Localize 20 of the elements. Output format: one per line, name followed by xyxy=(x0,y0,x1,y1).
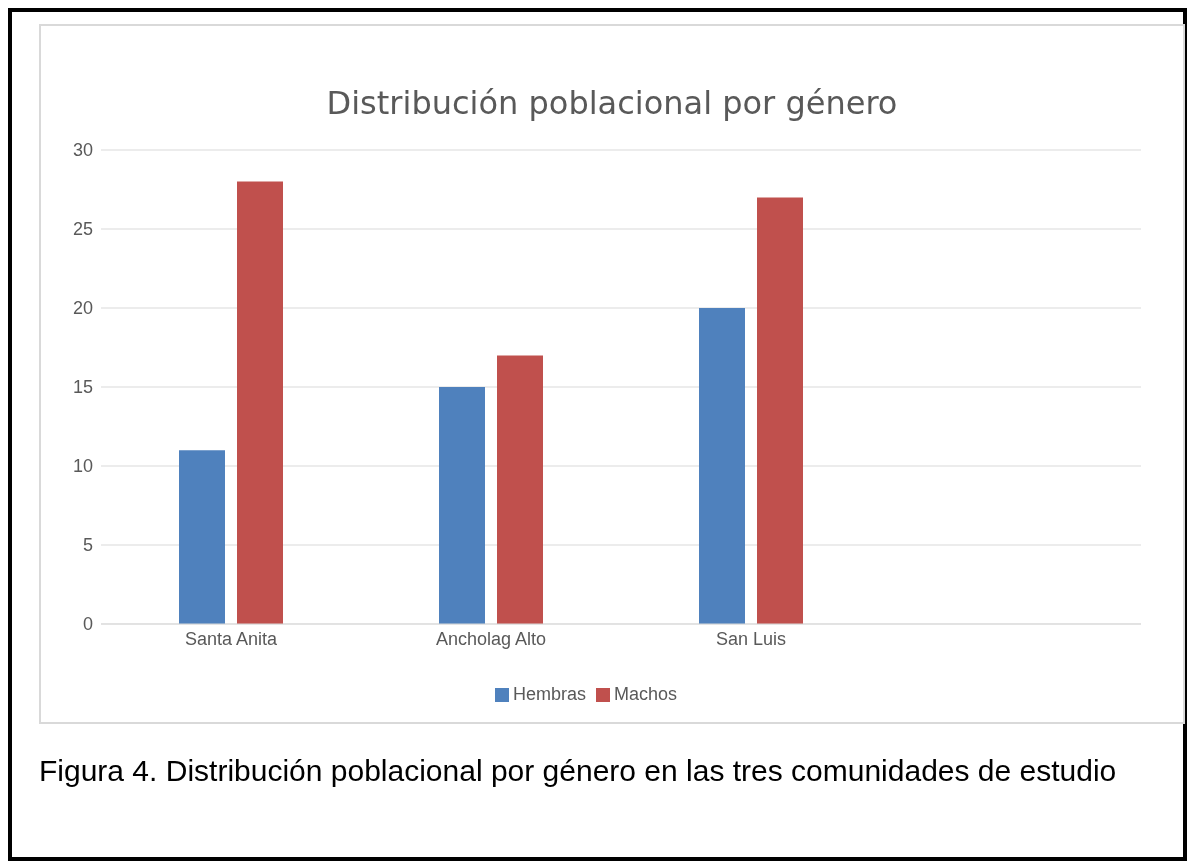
x-tick-label: Ancholag Alto xyxy=(435,628,547,649)
y-tick-label: 15 xyxy=(72,377,93,398)
bar xyxy=(497,355,543,624)
x-tick-label: Santa Anita xyxy=(184,628,279,649)
chart-title: Distribución poblacional por género xyxy=(325,84,899,124)
y-tick-label: 30 xyxy=(72,140,93,161)
text: Figura 4. Distribución poblacional por género en las tres comunidades de estudio xyxy=(39,753,1118,789)
y-tick-label: 25 xyxy=(72,219,93,240)
bar xyxy=(237,181,283,624)
legend-label: Hembras xyxy=(512,684,586,704)
y-tick-label: 20 xyxy=(72,298,93,319)
y-tick-label: 0 xyxy=(82,614,93,635)
bar xyxy=(439,387,485,624)
y-tick-label: 5 xyxy=(82,535,93,556)
y-tick-label: 10 xyxy=(72,456,93,477)
legend-label: Machos xyxy=(614,684,678,704)
bar xyxy=(179,450,225,624)
bar xyxy=(757,197,803,624)
bar xyxy=(699,308,745,624)
x-tick-label: San Luis xyxy=(715,628,787,649)
